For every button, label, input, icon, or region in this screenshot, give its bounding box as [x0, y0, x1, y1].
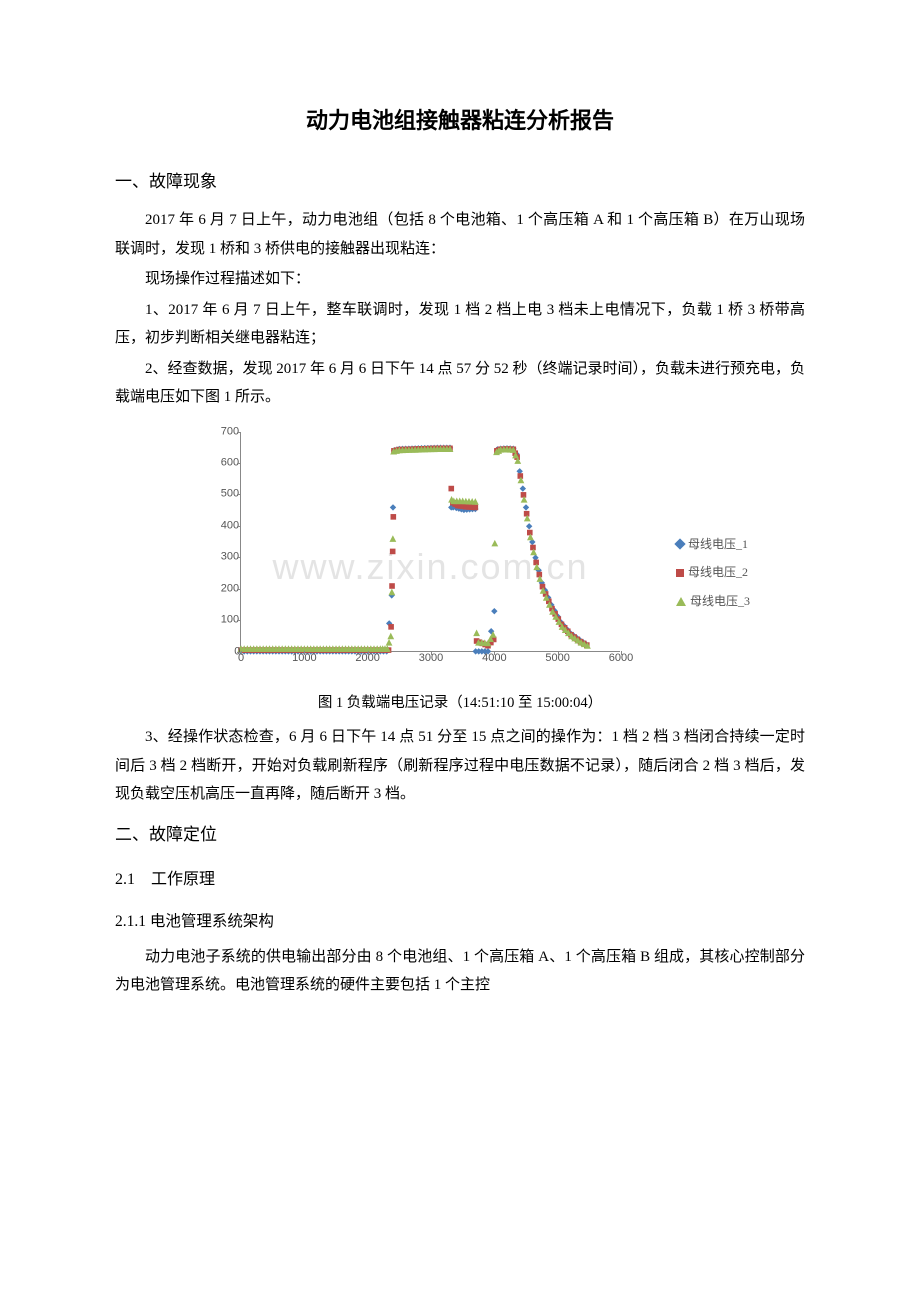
body-text: 2017 年 6 月 7 日上午，动力电池组（包括 8 个电池箱、1 个高压箱 …: [115, 206, 805, 263]
legend-item: 母线电压_1: [676, 533, 750, 556]
body-text: 2、经查数据，发现 2017 年 6 月 6 日下午 14 点 57 分 52 …: [115, 355, 805, 412]
legend-item: 母线电压_2: [676, 561, 750, 584]
chart-plot-area: www.zixin.com.cn 01002003004005006007000…: [240, 432, 620, 652]
chart-series-svg: [241, 432, 620, 651]
section-2-1-1-heading: 2.1.1 电池管理系统架构: [115, 907, 805, 936]
body-text: 1、2017 年 6 月 7 日上午，整车联调时，发现 1 档 2 档上电 3 …: [115, 296, 805, 353]
section-1-heading: 一、故障现象: [115, 166, 805, 198]
section-2-1-heading: 2.1 工作原理: [115, 865, 805, 895]
body-text: 3、经操作状态检查，6 月 6 日下午 14 点 51 分至 15 点之间的操作…: [115, 723, 805, 809]
chart-figure: www.zixin.com.cn 01002003004005006007000…: [180, 422, 740, 718]
body-text: 现场操作过程描述如下：: [115, 265, 805, 294]
section-2-heading: 二、故障定位: [115, 819, 805, 851]
legend-item: 母线电压_3: [676, 590, 750, 613]
page-title: 动力电池组接触器粘连分析报告: [115, 100, 805, 142]
body-text: 动力电池子系统的供电输出部分由 8 个电池组、1 个高压箱 A、1 个高压箱 B…: [115, 943, 805, 1000]
chart-legend: 母线电压_1 母线电压_2 母线电压_3: [676, 527, 750, 619]
chart-caption: 图 1 负载端电压记录（14:51:10 至 15:00:04）: [180, 690, 740, 718]
